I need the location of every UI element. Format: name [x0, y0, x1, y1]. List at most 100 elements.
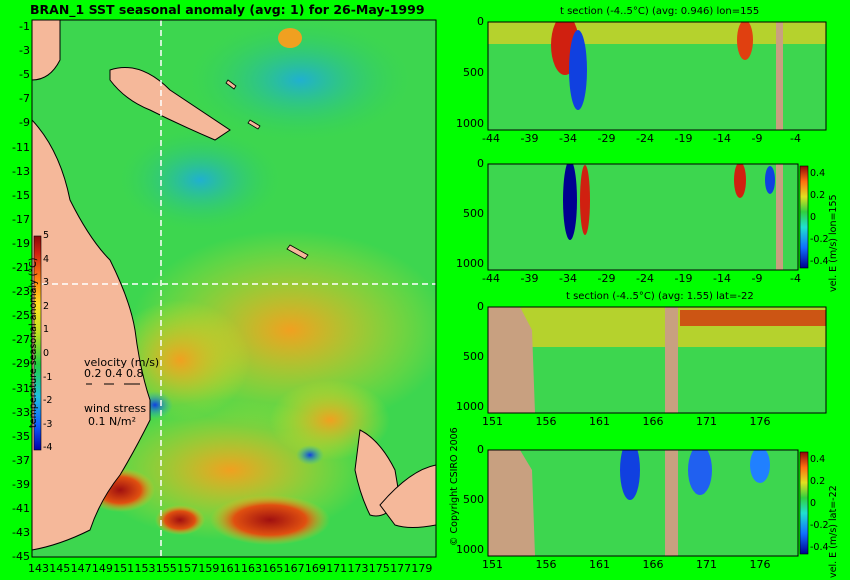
- panel2-y-tick: 500: [463, 206, 484, 220]
- panel2-y-tick: 1000: [456, 256, 484, 270]
- colorbar-tick-label: -2: [43, 395, 53, 407]
- panel1-x-tick: -9: [751, 132, 763, 145]
- panel1-y-tick: 0: [477, 15, 484, 28]
- lat-tick-label: -11: [12, 140, 30, 154]
- panel3-y-tick: 0: [477, 300, 484, 313]
- lon-tick-label: 161: [219, 562, 241, 575]
- panel4-x-tick: 171: [696, 558, 717, 571]
- lat-tick-label: -3: [19, 44, 30, 58]
- panel1-x-tick: -19: [674, 132, 693, 145]
- panel3-y-tick: 1000: [456, 399, 484, 413]
- lon-tick-label: 157: [177, 562, 199, 575]
- lon-tick-label: 169: [304, 562, 326, 575]
- map-title: BRAN_1 SST seasonal anomaly (avg: 1) for…: [30, 2, 425, 17]
- panel4-colorbar-tick: 0.4: [810, 454, 826, 465]
- lat-tick-label: -17: [12, 212, 30, 226]
- panel3-y-tick: 500: [463, 349, 484, 363]
- panel2-x-tick: -34: [559, 272, 577, 285]
- lon-tick-label: 153: [134, 562, 156, 575]
- lon-tick-label: 171: [326, 562, 348, 575]
- lat-tick-label: -1: [19, 20, 30, 33]
- copyright: © Copyright CSIRO 2006: [449, 427, 460, 546]
- panel2-colorbar-label: vel. E (m/s) lon=155: [828, 194, 839, 292]
- lon-tick-label: 173: [347, 562, 369, 575]
- lon-tick-label: 167: [283, 562, 305, 575]
- lat-tick-label: -23: [12, 285, 30, 299]
- velocity-scale: 0.2 0.4 0.8: [84, 367, 144, 380]
- panel3-x-tick: 166: [642, 415, 664, 428]
- panel4-y-tick: 1000: [456, 542, 484, 556]
- panel2-x-tick: -19: [674, 272, 693, 285]
- panel2-x-tick: -14: [713, 272, 731, 285]
- lon-tick-label: 151: [113, 562, 135, 575]
- panel4-y-tick: 500: [463, 492, 484, 506]
- panel3-x-tick: 151: [482, 415, 503, 428]
- panel4-field: [488, 450, 798, 556]
- panel2-x-tick: -29: [597, 272, 616, 285]
- panel1-x-tick: -14: [713, 132, 731, 145]
- panel2-colorbar: [799, 165, 809, 269]
- lon-tick-label: 149: [91, 562, 113, 575]
- panel4-x-tick: 156: [535, 558, 557, 571]
- panel1-title: t section (-4..5°C) (avg: 0.946) lon=155: [560, 6, 760, 17]
- lon-tick-label: 163: [241, 562, 262, 575]
- lon-tick-label: 145: [49, 562, 71, 575]
- lon-tick-label: 177: [390, 562, 412, 575]
- panel2-colorbar-tick: 0: [810, 212, 817, 223]
- panel1-y-tick: 1000: [456, 116, 484, 130]
- panel2-x-tick: -4: [790, 272, 801, 285]
- panel2-x-tick: -39: [520, 272, 539, 285]
- panel4-colorbar-tick: 0: [810, 498, 817, 509]
- panel1-field: [488, 22, 826, 130]
- lat-tick-label: -37: [12, 453, 30, 467]
- nz-south-land: [379, 464, 436, 528]
- colorbar-tick-label: 2: [43, 300, 50, 312]
- lon-tick-label: 175: [368, 562, 390, 575]
- australia-land: [32, 119, 151, 551]
- panel1-x-tick: -29: [597, 132, 616, 145]
- panel2-colorbar-tick: -0.4: [810, 256, 829, 267]
- colorbar-tick-label: 0: [43, 348, 50, 359]
- panel2-colorbar-tick: 0.2: [810, 190, 826, 201]
- lat-tick-label: -31: [12, 381, 30, 395]
- lat-tick-label: -39: [12, 477, 30, 491]
- velocity-label: velocity (m/s): [84, 356, 160, 369]
- panel1-x-tick: -24: [636, 132, 654, 145]
- lon-tick-label: 143: [28, 562, 49, 575]
- panel2-colorbar-tick: 0.4: [810, 168, 826, 179]
- lat-tick-label: -19: [12, 236, 30, 250]
- lon-tick-label: 179: [411, 562, 433, 575]
- panel3-x-tick: 171: [696, 415, 717, 428]
- panel4-y-tick: 0: [477, 443, 484, 456]
- lon-tick-label: 155: [155, 562, 177, 575]
- colorbar-tick-label: 1: [43, 324, 50, 336]
- lat-tick-label: -21: [12, 261, 30, 274]
- lon-tick-label: 165: [262, 562, 284, 575]
- lon-tick-label: 147: [70, 562, 92, 575]
- lon-tick-label: 159: [198, 562, 220, 575]
- panel2-field: [488, 164, 798, 270]
- wind-stress-label: wind stress: [84, 402, 147, 415]
- colorbar-tick-label: 3: [43, 277, 50, 289]
- lat-tick-label: -29: [12, 357, 30, 371]
- panel3-field: [488, 307, 826, 413]
- panel3-x-tick: 161: [589, 415, 610, 428]
- lat-tick-label: -15: [12, 188, 30, 202]
- sst-anomaly-map: [32, 20, 436, 557]
- panel1-x-tick: -44: [482, 132, 500, 145]
- panel3-x-tick: 176: [749, 415, 771, 428]
- lat-tick-label: -45: [12, 550, 30, 564]
- panel2-colorbar-tick: -0.2: [810, 234, 829, 245]
- panel4-x-tick: 176: [749, 558, 771, 571]
- colorbar-tick-label: -4: [43, 442, 53, 454]
- colorbar-tick-label: 4: [43, 253, 50, 265]
- panel2-x-tick: -24: [636, 272, 654, 285]
- panel3-x-tick: 156: [535, 415, 557, 428]
- lat-tick-label: -7: [19, 92, 30, 106]
- map-colorbar: [33, 235, 42, 451]
- lat-tick-label: -43: [12, 526, 30, 540]
- wind-stress-scale: 0.1 N/m²: [88, 415, 137, 428]
- colorbar-tick-label: -1: [43, 371, 53, 383]
- panel4-x-tick: 161: [589, 558, 610, 571]
